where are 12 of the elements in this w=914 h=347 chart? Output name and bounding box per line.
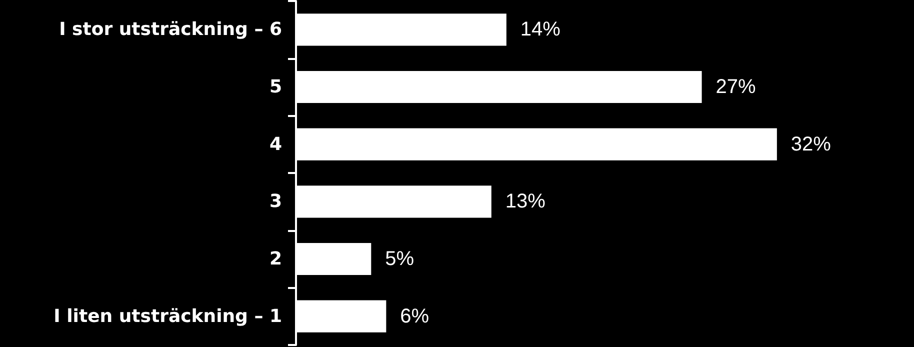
data-label: 13%: [505, 190, 546, 213]
y-tick-label: 4: [269, 134, 282, 155]
data-label: 32%: [790, 133, 832, 156]
y-tick-label: 5: [269, 76, 282, 98]
data-label: 14%: [520, 18, 561, 41]
y-tick-label: 3: [269, 191, 282, 212]
data-label: 6%: [400, 305, 430, 328]
y-tick-label: I stor utsträckning – 6: [59, 19, 282, 40]
data-label: 27%: [716, 76, 756, 98]
y-tick-label: I liten utsträckning – 1: [54, 306, 282, 327]
y-tick-label: 2: [269, 248, 282, 270]
data-label: 5%: [385, 248, 414, 270]
